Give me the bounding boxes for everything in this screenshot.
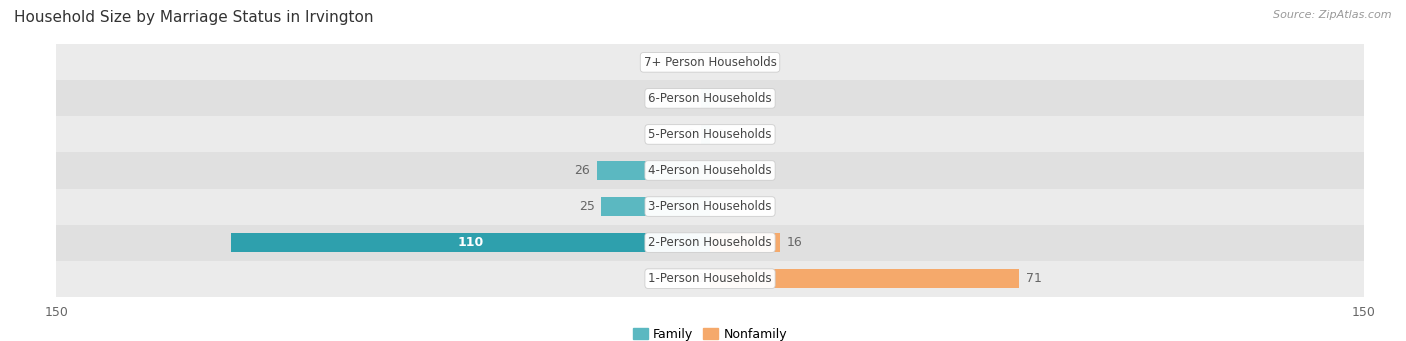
Bar [56,116,1364,152]
Text: 16: 16 [786,236,801,249]
Text: 2-Person Households: 2-Person Households [648,236,772,249]
Bar [56,152,1364,189]
Text: 0: 0 [717,92,724,105]
Bar [56,261,1364,297]
Text: 0: 0 [696,272,703,285]
Text: 0: 0 [696,56,703,69]
Text: 0: 0 [717,56,724,69]
Text: 2: 2 [688,92,695,105]
Bar [56,225,1364,261]
Text: 2: 2 [688,128,695,141]
Text: 0: 0 [717,128,724,141]
Legend: Family, Nonfamily: Family, Nonfamily [628,323,792,341]
Text: 3-Person Households: 3-Person Households [648,200,772,213]
Text: 71: 71 [1026,272,1042,285]
Text: Household Size by Marriage Status in Irvington: Household Size by Marriage Status in Irv… [14,10,374,25]
Bar [710,233,780,252]
Text: 110: 110 [457,236,484,249]
Text: 5-Person Households: 5-Person Households [648,128,772,141]
Bar [602,197,710,216]
Bar [710,269,1019,288]
Text: 0: 0 [717,200,724,213]
Bar [702,125,710,144]
Text: 25: 25 [579,200,595,213]
Text: 4-Person Households: 4-Person Households [648,164,772,177]
Bar [702,89,710,108]
Bar [56,189,1364,225]
Text: Source: ZipAtlas.com: Source: ZipAtlas.com [1274,10,1392,20]
Text: 0: 0 [717,164,724,177]
Bar [231,233,710,252]
Text: 26: 26 [575,164,591,177]
Bar [56,44,1364,80]
Bar [596,161,710,180]
Bar [56,80,1364,116]
Text: 1-Person Households: 1-Person Households [648,272,772,285]
Text: 7+ Person Households: 7+ Person Households [644,56,776,69]
Text: 6-Person Households: 6-Person Households [648,92,772,105]
